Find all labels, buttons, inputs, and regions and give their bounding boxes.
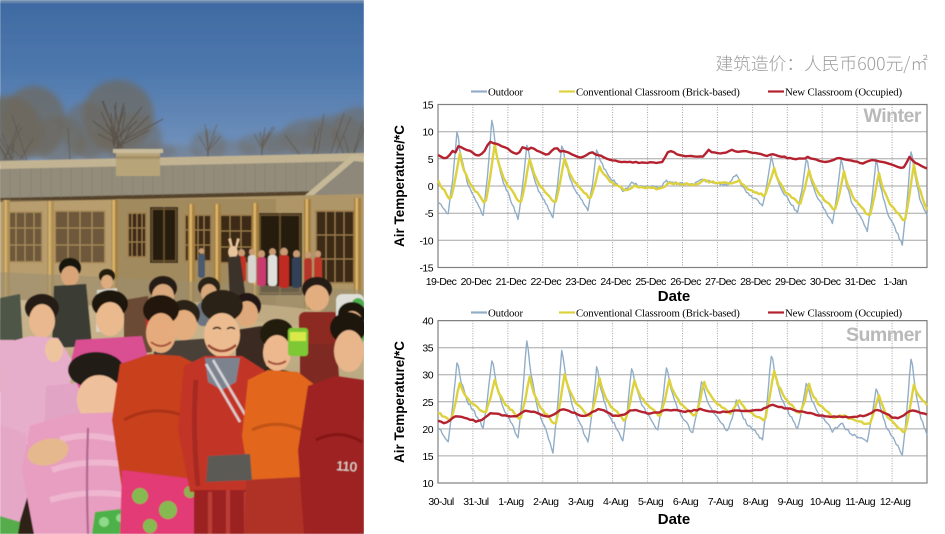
svg-text:35: 35 [422, 343, 433, 355]
svg-text:1-Jan: 1-Jan [883, 276, 907, 288]
svg-text:28-Dec: 28-Dec [740, 276, 771, 288]
svg-text:24-Dec: 24-Dec [600, 276, 631, 288]
svg-text:Outdoor: Outdoor [488, 87, 523, 99]
svg-text:15: 15 [422, 451, 433, 463]
svg-text:40: 40 [422, 316, 433, 328]
svg-text:30-Dec: 30-Dec [810, 276, 841, 288]
svg-text:21-Dec: 21-Dec [496, 276, 527, 288]
svg-text:5-Aug: 5-Aug [638, 496, 664, 508]
svg-text:22-Dec: 22-Dec [531, 276, 562, 288]
svg-text:31-Dec: 31-Dec [845, 276, 876, 288]
svg-text:20-Dec: 20-Dec [461, 276, 492, 288]
svg-text:10: 10 [422, 478, 433, 490]
svg-text:9-Aug: 9-Aug [778, 496, 804, 508]
svg-text:12-Aug: 12-Aug [880, 496, 911, 508]
svg-text:30: 30 [422, 370, 433, 382]
svg-text:Conventional Classroom (Brick-: Conventional Classroom (Brick-based) [576, 308, 740, 320]
svg-text:29-Dec: 29-Dec [775, 276, 806, 288]
svg-text:1-Aug: 1-Aug [498, 496, 524, 508]
svg-text:4-Aug: 4-Aug [603, 496, 629, 508]
svg-text:-15: -15 [419, 263, 433, 275]
svg-text:8-Aug: 8-Aug [743, 496, 769, 508]
svg-text:New Classroom (Occupied): New Classroom (Occupied) [785, 87, 902, 99]
svg-text:Air Temperature/*C: Air Temperature/*C [392, 125, 407, 247]
svg-text:Air Temperature/*C: Air Temperature/*C [392, 341, 407, 463]
svg-text:25-Dec: 25-Dec [635, 276, 666, 288]
svg-text:0: 0 [428, 181, 434, 193]
svg-text:15: 15 [422, 100, 433, 112]
svg-text:30-Jul: 30-Jul [428, 496, 454, 508]
svg-text:31-Jul: 31-Jul [463, 496, 489, 508]
svg-text:Winter: Winter [864, 105, 922, 127]
svg-text:10-Aug: 10-Aug [810, 496, 841, 508]
svg-text:25: 25 [422, 397, 433, 409]
svg-text:Conventional Classroom (Brick-: Conventional Classroom (Brick-based) [576, 87, 740, 99]
svg-text:26-Dec: 26-Dec [670, 276, 701, 288]
svg-text:6-Aug: 6-Aug [673, 496, 699, 508]
svg-text:Summer: Summer [846, 324, 922, 346]
svg-text:7-Aug: 7-Aug [708, 496, 734, 508]
svg-text:2-Aug: 2-Aug [533, 496, 559, 508]
svg-text:19-Dec: 19-Dec [426, 276, 457, 288]
svg-text:11-Aug: 11-Aug [845, 496, 875, 508]
svg-text:New Classroom (Occupied): New Classroom (Occupied) [785, 308, 902, 320]
svg-text:3-Aug: 3-Aug [568, 496, 594, 508]
svg-text:23-Dec: 23-Dec [565, 276, 596, 288]
svg-text:110: 110 [336, 458, 358, 474]
svg-text:10: 10 [422, 127, 433, 139]
svg-text:-10: -10 [419, 235, 433, 247]
svg-text:27-Dec: 27-Dec [705, 276, 736, 288]
svg-text:5: 5 [428, 154, 434, 166]
svg-text:20: 20 [422, 424, 433, 436]
svg-text:Outdoor: Outdoor [488, 308, 523, 320]
svg-text:Date: Date [658, 288, 691, 305]
svg-text:Date: Date [658, 511, 691, 528]
svg-text:-5: -5 [425, 208, 434, 220]
